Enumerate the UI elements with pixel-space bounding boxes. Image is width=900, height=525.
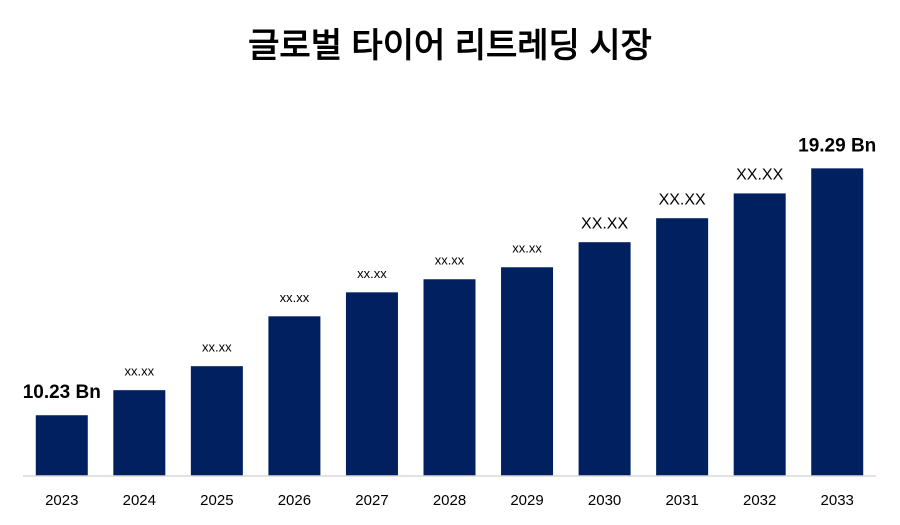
x-tick-label: 2033: [821, 492, 854, 509]
x-tick-label: 2025: [200, 492, 233, 509]
x-tick-label: 2031: [665, 492, 698, 509]
value-label: xx.xx: [202, 340, 232, 355]
value-label: 10.23 Bn: [23, 382, 101, 403]
bar: [811, 168, 864, 476]
x-tick-label: 2030: [588, 492, 621, 509]
bar: [113, 390, 166, 476]
bar: [501, 267, 554, 476]
x-tick-label: 2026: [278, 492, 311, 509]
bar: [656, 218, 709, 476]
x-tick-label: 2032: [743, 492, 776, 509]
bar: [190, 366, 243, 476]
bar: [733, 193, 786, 477]
bar: [345, 292, 398, 476]
x-tick-label: 2027: [355, 492, 388, 509]
chart-title: 글로벌 타이어 리트레딩 시장: [248, 27, 652, 65]
value-label: xx.xx: [357, 266, 387, 281]
value-label: xx.xx: [435, 253, 465, 268]
bar: [35, 415, 88, 476]
x-tick-label: 2028: [433, 492, 466, 509]
x-tick-label: 2029: [510, 492, 543, 509]
x-tick-label: 2023: [45, 492, 78, 509]
bar: [268, 316, 321, 476]
bar: [423, 279, 476, 476]
x-tick-label: 2024: [123, 492, 156, 509]
value-label: XX.XX: [659, 191, 706, 208]
value-label: xx.xx: [280, 290, 310, 305]
value-label: XX.XX: [581, 215, 628, 232]
value-label: 19.29 Bn: [798, 135, 876, 156]
bar: [578, 242, 631, 476]
value-label: xx.xx: [512, 241, 542, 256]
value-label: XX.XX: [736, 167, 783, 184]
value-label: xx.xx: [125, 364, 155, 379]
